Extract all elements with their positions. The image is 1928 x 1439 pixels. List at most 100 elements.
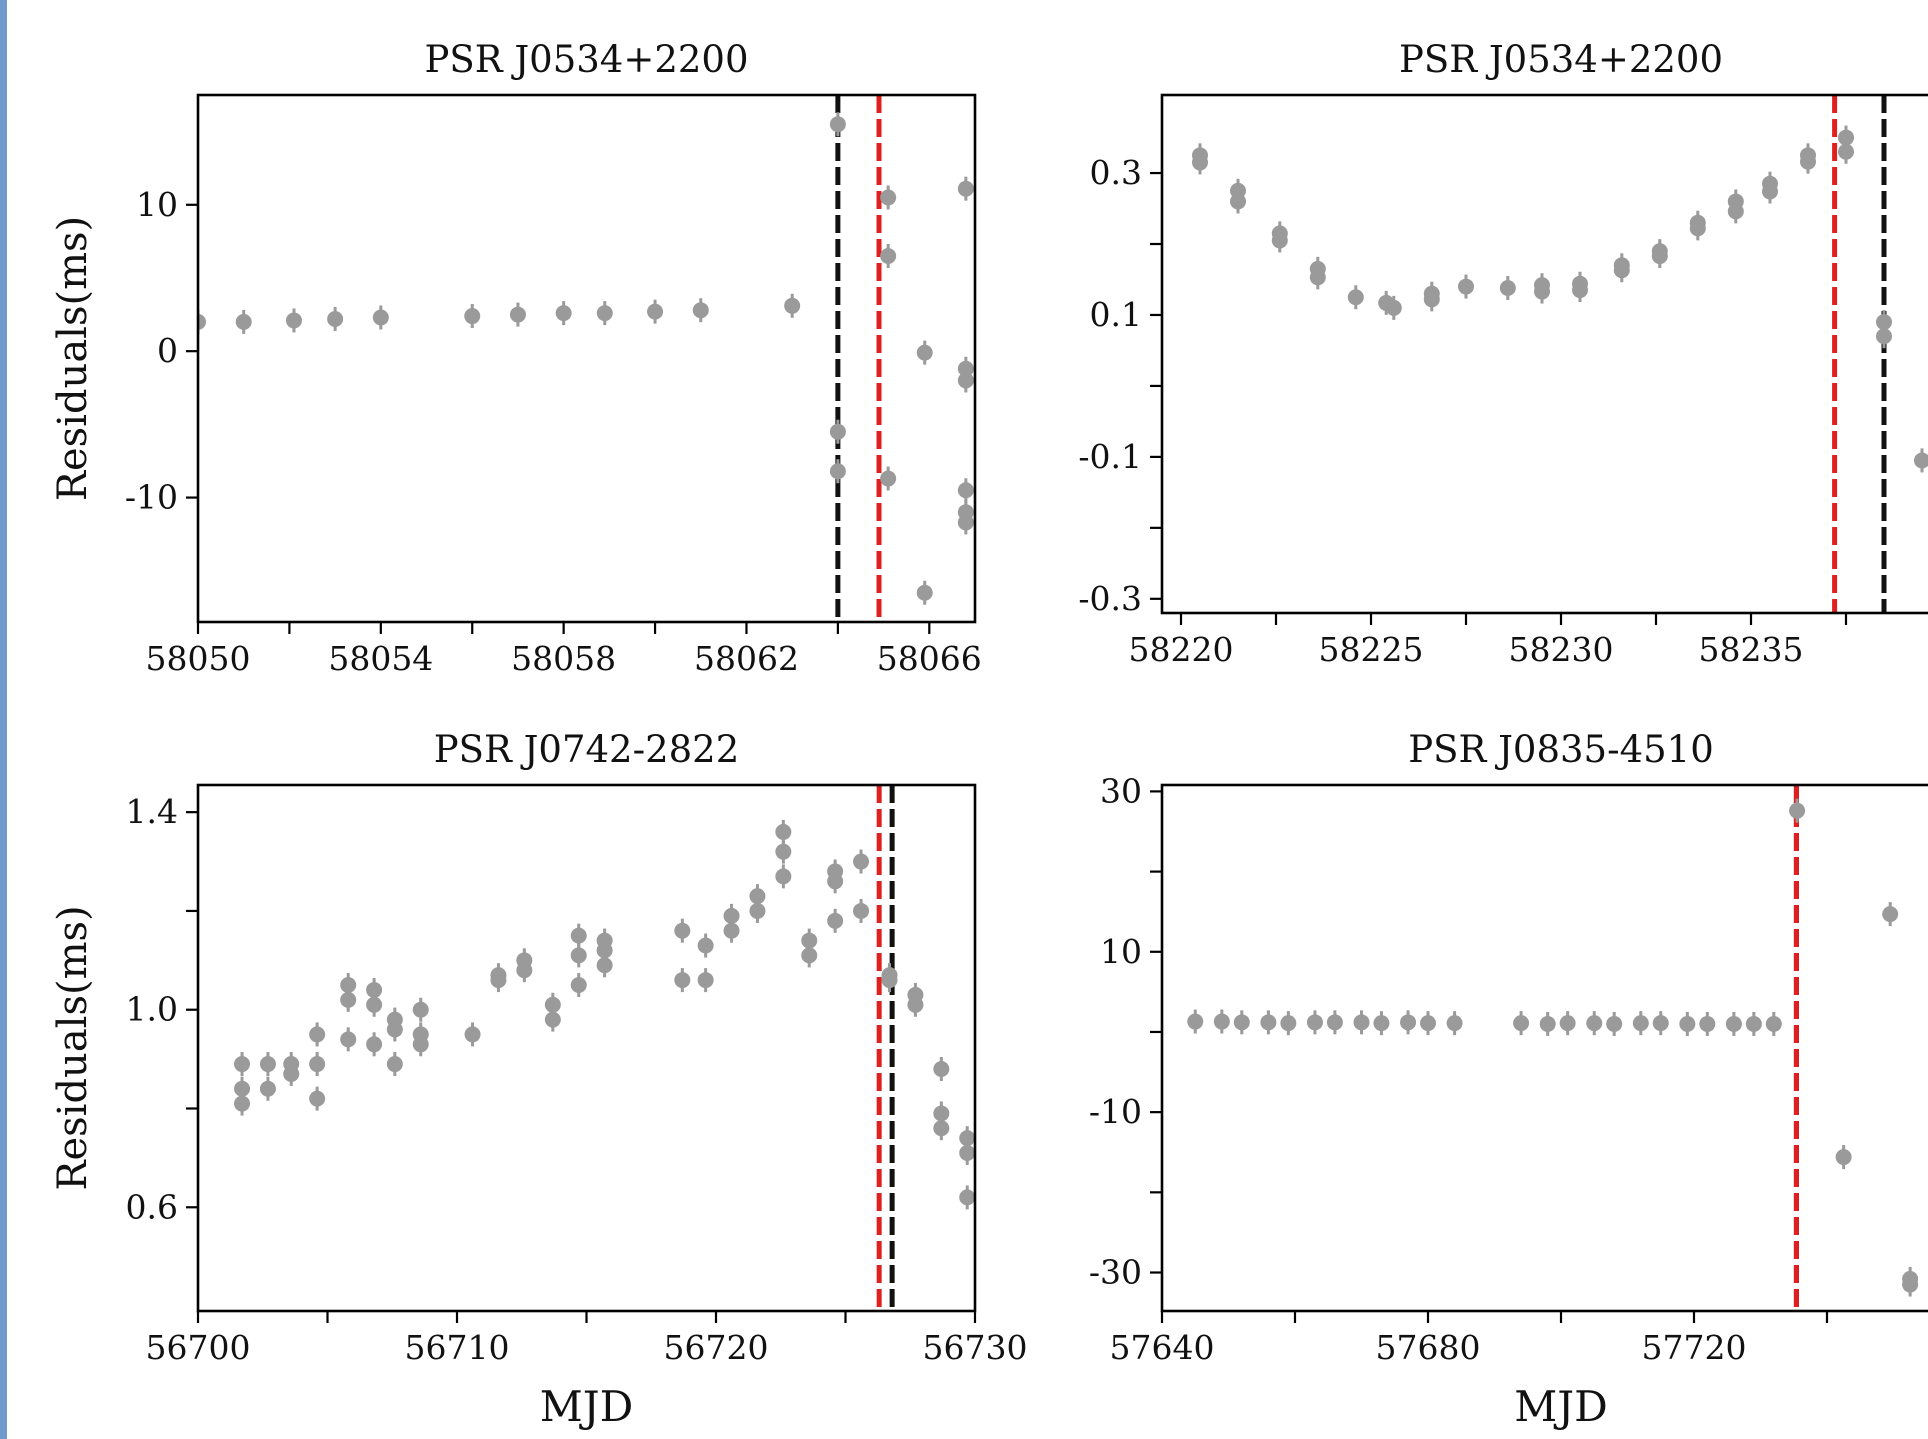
y-tick-label: 0.6 [126,1187,178,1226]
data-point [957,514,974,531]
data-point [259,1080,276,1097]
data-point [1789,802,1806,819]
x-tick-label: 58062 [694,639,799,678]
data-point [801,932,818,949]
data-point [340,991,357,1008]
data-point [829,116,846,133]
data-point [596,942,613,959]
x-tick-label: 58220 [1129,630,1234,669]
x-tick-label: 56730 [923,1328,1028,1367]
data-point [1800,153,1816,170]
data-point [1876,328,1892,345]
panel-title: PSR J0742-2822 [434,728,740,771]
data-point [749,902,766,919]
data-point [1876,314,1892,331]
y-tick-label: -10 [125,478,178,517]
x-axis-label: MJD [540,1382,634,1431]
axes-frame [196,93,977,624]
data-point [1353,1014,1370,1031]
data-point [1572,282,1588,299]
data-point [412,1001,429,1018]
panel-3: PSR J0742-2822 56700 56710 56720 56730 0.6 1.0… [50,728,1027,1431]
data-point [775,868,792,885]
data-point [1260,1014,1277,1031]
axes-frame [1160,783,1928,1313]
data-point [570,927,587,944]
data-point [309,1090,326,1107]
data-point [1280,1015,1297,1032]
data-point [234,1095,251,1112]
y-tick-label: -30 [1089,1253,1142,1292]
x-axis-label: MJD [1514,1382,1608,1431]
panel-4: PSR J0835-4510 57640 57680 57720 -30 -10 10 30 M… [1089,728,1928,1431]
data-point [959,1144,975,1161]
data-point [1499,280,1516,297]
data-point [412,1036,429,1053]
x-tick-label: 57640 [1110,1328,1215,1367]
data-point [1539,1015,1556,1032]
data-point [1765,1015,1782,1032]
panel-title: PSR J0835-4510 [1408,728,1714,771]
y-tick-label: 0.1 [1090,295,1142,334]
data-point [1347,289,1364,306]
data-point [516,962,533,979]
data-point [1420,1015,1436,1032]
data-point [692,302,709,319]
panel-1: PSR J0534+2200 58050 58054 58058 58062 58066 -… [50,38,982,678]
data-point [1385,299,1402,316]
panel-title: PSR J0534+2200 [1399,38,1723,81]
data-point [1613,262,1630,279]
data-point [1192,154,1208,171]
x-tick-label: 56710 [405,1328,510,1367]
data-point [509,306,526,323]
data-point [327,310,344,327]
y-tick-label: 10 [136,185,178,224]
data-point [801,947,818,964]
data-point [1902,1270,1919,1287]
data-point [235,313,252,330]
plot-area [1192,95,1928,613]
data-point [697,972,714,989]
y-tick-label: 0.3 [1090,153,1142,192]
data-point [570,947,587,964]
data-point [775,823,792,840]
data-point [827,912,844,929]
data-point [1882,906,1899,923]
data-point [1233,1014,1250,1031]
x-tick-label: 58235 [1699,630,1804,669]
data-point [827,873,844,890]
data-point [1559,1015,1576,1032]
x-tick-label: 58058 [511,639,616,678]
panel-title: PSR J0534+2200 [424,38,748,81]
data-point [723,907,740,924]
y-axis-label: Residuals(ms) [50,216,96,501]
data-point [647,303,664,320]
data-point [697,937,714,954]
data-point [957,482,974,499]
y-tick-label: -0.1 [1078,437,1142,476]
data-point [1838,129,1854,146]
data-point [723,922,740,939]
data-point [570,977,587,994]
data-point [1651,248,1668,265]
data-point [881,972,898,989]
data-point [544,996,561,1013]
plot-area [1187,785,1919,1311]
data-point [198,313,206,330]
data-point [1914,452,1928,469]
x-tick-label: 58066 [877,639,982,678]
data-point [1326,1014,1343,1031]
data-point [309,1056,326,1073]
data-point [1213,1013,1230,1030]
data-point [386,1021,403,1038]
data-point [1306,1014,1323,1031]
data-point [749,888,766,905]
y-tick-label: 1.4 [126,792,178,831]
data-point [1373,1015,1390,1032]
data-point [1679,1015,1696,1032]
x-tick-label: 56700 [146,1328,251,1367]
x-tick-label: 58054 [328,639,433,678]
data-point [784,297,801,314]
data-point [234,1056,251,1073]
